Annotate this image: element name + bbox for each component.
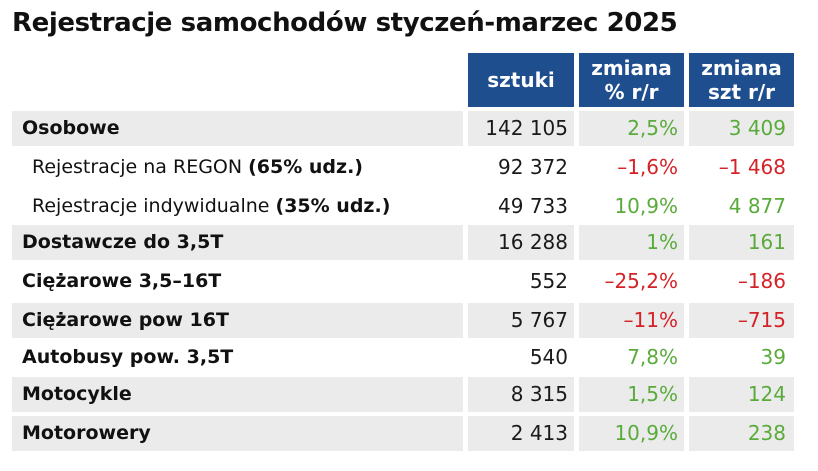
table-row: Motorowery 2 413 10,9% 238 <box>12 416 794 451</box>
column-divider <box>574 377 579 412</box>
column-divider <box>463 377 468 412</box>
row-label-share: (35% udz.) <box>275 195 391 217</box>
row-label: Osobowe <box>22 117 120 139</box>
abs-change-cell: 3 409 <box>728 116 786 140</box>
column-divider <box>684 377 689 412</box>
units-cell: 16 288 <box>498 230 568 254</box>
abs-change-cell: 4 877 <box>728 194 786 218</box>
header-units: sztuki <box>468 53 574 107</box>
table-row: Dostawcze do 3,5T 16 288 1% 161 <box>12 225 794 260</box>
row-label: Motorowery <box>22 422 151 444</box>
units-cell: 5 767 <box>510 308 568 332</box>
row-label-share: (65% udz.) <box>248 156 363 178</box>
table-row: Osobowe 142 105 2,5% 3 409 <box>12 111 794 146</box>
table-row: Ciężarowe 3,5–16T 552 –25,2% –186 <box>12 264 794 299</box>
header-pct-line2: % r/r <box>604 80 659 104</box>
abs-change-cell: –1 468 <box>718 155 786 179</box>
pct-change-cell: 1,5% <box>627 382 678 406</box>
row-label-text: Rejestracje indywidualne <box>32 195 276 217</box>
header-pct-change: zmiana % r/r <box>579 53 684 107</box>
units-cell: 8 315 <box>510 382 568 406</box>
column-divider <box>463 225 468 260</box>
header-abs-line2: szt r/r <box>707 80 776 104</box>
units-cell: 49 733 <box>498 194 568 218</box>
column-divider <box>574 303 579 338</box>
column-divider <box>684 111 689 146</box>
pct-change-cell: 2,5% <box>627 116 678 140</box>
page-title: Rejestracje samochodów styczeń-marzec 20… <box>12 8 678 38</box>
pct-change-cell: –11% <box>623 308 678 332</box>
abs-change-cell: –715 <box>737 308 786 332</box>
pct-change-cell: –25,2% <box>604 269 678 293</box>
header-abs-line1: zmiana <box>701 56 782 80</box>
column-divider <box>684 225 689 260</box>
table-row: Motocykle 8 315 1,5% 124 <box>12 377 794 412</box>
column-divider <box>684 416 689 451</box>
column-divider <box>463 303 468 338</box>
row-label: Dostawcze do 3,5T <box>22 231 224 253</box>
abs-change-cell: 161 <box>747 230 786 254</box>
table-row: Rejestracje na REGON (65% udz.) 92 372 –… <box>12 150 794 185</box>
header-pct-line1: zmiana <box>591 56 672 80</box>
units-cell: 92 372 <box>498 155 568 179</box>
row-label: Rejestracje indywidualne (35% udz.) <box>32 189 390 224</box>
table-row: Ciężarowe pow 16T 5 767 –11% –715 <box>12 303 794 338</box>
abs-change-cell: 124 <box>747 382 786 406</box>
row-label: Autobusy pow. 3,5T <box>22 346 234 368</box>
column-divider <box>463 416 468 451</box>
column-divider <box>574 111 579 146</box>
pct-change-cell: –1,6% <box>617 155 678 179</box>
units-cell: 540 <box>529 345 568 369</box>
row-label: Ciężarowe 3,5–16T <box>22 270 222 292</box>
row-label: Motocykle <box>22 383 132 405</box>
row-label: Ciężarowe pow 16T <box>22 309 229 331</box>
pct-change-cell: 1% <box>646 230 678 254</box>
pct-change-cell: 10,9% <box>614 421 678 445</box>
units-cell: 2 413 <box>510 421 568 445</box>
column-divider <box>463 111 468 146</box>
row-label-text: Rejestracje na REGON <box>32 156 249 178</box>
column-divider <box>684 303 689 338</box>
table-row: Autobusy pow. 3,5T 540 7,8% 39 <box>12 340 794 375</box>
abs-change-cell: 238 <box>747 421 786 445</box>
column-divider <box>574 225 579 260</box>
pct-change-cell: 10,9% <box>614 194 678 218</box>
units-cell: 552 <box>529 269 568 293</box>
abs-change-cell: 39 <box>760 345 786 369</box>
header-units-label: sztuki <box>487 68 555 92</box>
header-abs-change: zmiana szt r/r <box>689 53 794 107</box>
row-label: Rejestracje na REGON (65% udz.) <box>32 150 363 185</box>
column-divider <box>574 416 579 451</box>
units-cell: 142 105 <box>485 116 568 140</box>
pct-change-cell: 7,8% <box>627 345 678 369</box>
table-row: Rejestracje indywidualne (35% udz.) 49 7… <box>12 189 794 224</box>
abs-change-cell: –186 <box>737 269 786 293</box>
